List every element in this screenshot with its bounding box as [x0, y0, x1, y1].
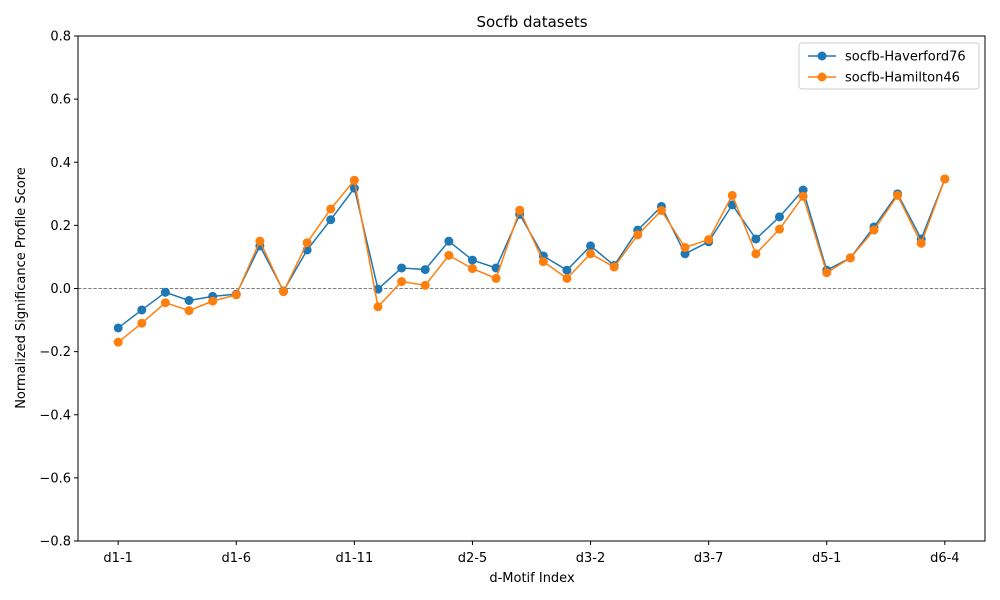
legend-box: [798, 42, 980, 90]
x-tick-label: d3-2: [576, 551, 606, 566]
y-tick-label: −0.4: [39, 408, 71, 423]
data-point: [562, 273, 572, 283]
data-point: [113, 323, 123, 333]
data-point: [326, 204, 336, 214]
data-point: [444, 250, 454, 260]
data-point: [586, 249, 596, 259]
series-line: [117, 178, 946, 343]
data-point: [798, 185, 808, 195]
data-point: [562, 265, 572, 275]
data-point: [113, 337, 123, 347]
data-point: [515, 205, 525, 215]
series-socfb-Hamilton46: [113, 174, 950, 347]
chart-title: Socfb datasets: [476, 13, 587, 31]
data-point: [751, 249, 761, 259]
data-point: [444, 236, 454, 246]
data-point: [586, 241, 596, 251]
data-point: [609, 262, 619, 272]
data-point: [397, 277, 407, 287]
x-tick-label: d5-1: [812, 551, 842, 566]
x-tick-label: d1-11: [335, 551, 373, 566]
data-point: [420, 265, 430, 275]
data-point: [940, 174, 950, 184]
y-tick-label: 0.2: [50, 219, 71, 234]
y-tick-label: 0.8: [50, 30, 71, 45]
data-point: [680, 242, 690, 252]
data-point: [184, 306, 194, 316]
data-point: [680, 249, 690, 259]
legend-marker: [817, 51, 827, 61]
x-tick-label: d6-4: [930, 551, 960, 566]
data-point: [893, 190, 903, 200]
y-tick-label: −0.8: [39, 535, 71, 550]
legend-marker: [817, 72, 827, 82]
data-point: [137, 305, 147, 315]
data-point: [845, 253, 855, 263]
series-socfb-Haverford76: [113, 174, 950, 333]
data-point: [633, 230, 643, 240]
data-point: [420, 280, 430, 290]
data-point: [869, 225, 879, 235]
y-tick-label: −0.2: [39, 345, 71, 360]
x-tick-label: d1-1: [103, 551, 133, 566]
data-point: [326, 215, 336, 225]
legend-entry: socfb-Haverford76: [845, 50, 966, 65]
legend: socfb-Haverford76 socfb-Hamilton46: [798, 42, 980, 90]
data-point: [774, 224, 784, 234]
data-point: [774, 212, 784, 222]
x-tick-label: d3-7: [694, 551, 724, 566]
x-axis-title: d-Motif Index: [489, 571, 575, 586]
data-point: [491, 273, 501, 283]
data-point: [704, 235, 714, 245]
data-point: [916, 238, 926, 248]
y-axis-title: Normalized Significance Profile Score: [14, 167, 29, 409]
data-point: [349, 175, 359, 185]
y-tick-label: −0.6: [39, 471, 71, 486]
x-tick-label: d2-5: [458, 551, 488, 566]
data-point: [302, 238, 312, 248]
data-point: [798, 191, 808, 201]
x-tick-label: d1-6: [222, 551, 252, 566]
data-point: [822, 268, 832, 278]
data-point: [467, 264, 477, 274]
data-point: [160, 298, 170, 308]
data-point: [160, 287, 170, 297]
data-point: [231, 290, 241, 300]
data-point: [656, 206, 666, 216]
legend-entry: socfb-Hamilton46: [845, 71, 960, 86]
data-point: [255, 236, 265, 246]
y-tick-label: 0.4: [50, 156, 71, 171]
data-point: [373, 302, 383, 312]
data-point: [538, 257, 548, 267]
data-point: [751, 234, 761, 244]
y-tick-label: 0.6: [50, 93, 71, 108]
data-point: [184, 295, 194, 305]
y-tick-label: 0.0: [50, 282, 71, 297]
data-point: [727, 190, 737, 200]
data-point: [397, 263, 407, 273]
data-point: [467, 255, 477, 265]
data-point: [208, 296, 218, 306]
data-point: [137, 318, 147, 328]
data-point: [279, 287, 289, 297]
